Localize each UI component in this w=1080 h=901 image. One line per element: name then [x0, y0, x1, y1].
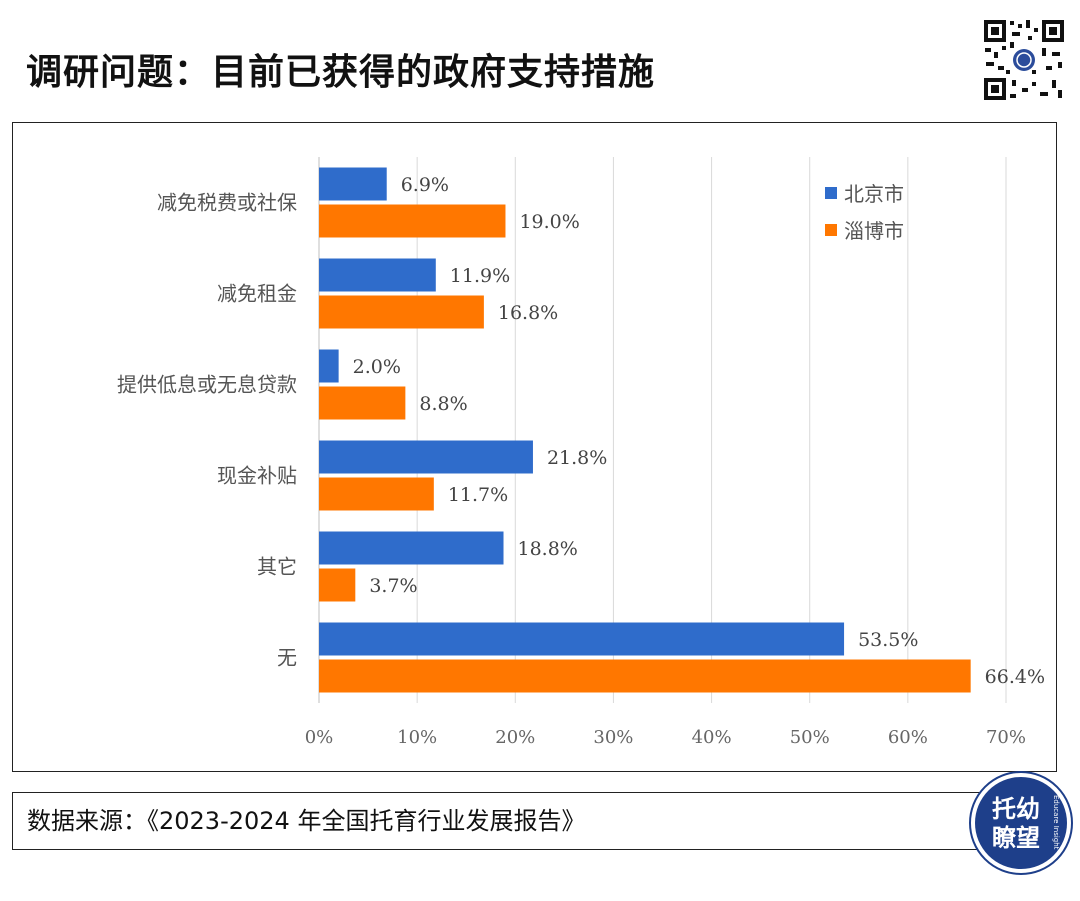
- bar: [319, 386, 406, 420]
- bar: [319, 440, 533, 474]
- x-tick-label: 20%: [495, 727, 535, 748]
- legend-label: 北京市: [844, 182, 904, 206]
- value-label: 2.0%: [353, 356, 401, 378]
- category-label: 现金补贴: [217, 464, 297, 488]
- value-label: 16.8%: [498, 302, 558, 324]
- x-tick-label: 0%: [305, 727, 334, 748]
- value-label: 11.9%: [450, 265, 510, 287]
- value-label: 66.4%: [985, 666, 1045, 688]
- bar: [319, 258, 436, 292]
- bar-chart: 0% 10% 20% 30% 40% 50% 60% 70% 减免税费或社保 6.9% 19.0% 减…: [117, 157, 1045, 748]
- bar: [319, 477, 434, 511]
- chart-frame: 0% 10% 20% 30% 40% 50% 60% 70% 减免税费或社保 6.9% 19.0% 减…: [12, 122, 1057, 772]
- x-tick-label: 50%: [790, 727, 830, 748]
- bar: [319, 622, 845, 656]
- value-label: 3.7%: [369, 575, 417, 597]
- value-label: 18.8%: [518, 538, 578, 560]
- category-label: 其它: [257, 555, 297, 579]
- logo-line-1: 托幼: [992, 794, 1040, 823]
- x-tick-label: 30%: [593, 727, 633, 748]
- legend-label: 淄博市: [844, 219, 904, 243]
- value-label: 53.5%: [858, 629, 918, 651]
- logo-line-2: 瞭望: [992, 823, 1040, 852]
- x-tick-label: 10%: [397, 727, 437, 748]
- qr-code-icon: [982, 18, 1066, 102]
- page-title: 调研问题：目前已获得的政府支持措施: [26, 52, 656, 93]
- bar: [319, 204, 506, 238]
- bar: [319, 349, 339, 383]
- value-label: 21.8%: [547, 447, 607, 469]
- legend-swatch: [825, 224, 837, 236]
- category-label: 减免租金: [217, 282, 297, 306]
- source-text: 数据来源：《2023-2024 年全国托育行业发展报告》: [27, 807, 586, 835]
- category-label: 减免税费或社保: [157, 191, 297, 215]
- bar: [319, 659, 971, 693]
- legend-swatch: [825, 187, 837, 199]
- bar: [319, 167, 387, 201]
- x-tick-label: 40%: [692, 727, 732, 748]
- value-label: 8.8%: [419, 393, 467, 415]
- bar: [319, 531, 504, 565]
- source-box: 数据来源：《2023-2024 年全国托育行业发展报告》: [12, 792, 982, 850]
- value-label: 6.9%: [401, 174, 449, 196]
- category-label: 无: [277, 646, 297, 670]
- brand-logo: 托幼 瞭望 Educare Insight: [969, 771, 1073, 875]
- logo-side-text: Educare Insight: [1052, 795, 1060, 850]
- category-label: 提供低息或无息贷款: [117, 373, 297, 397]
- bar: [319, 295, 484, 329]
- x-tick-label: 60%: [888, 727, 928, 748]
- value-label: 11.7%: [448, 484, 508, 506]
- x-tick-label: 70%: [986, 727, 1026, 748]
- value-label: 19.0%: [519, 211, 579, 233]
- bar: [319, 568, 356, 602]
